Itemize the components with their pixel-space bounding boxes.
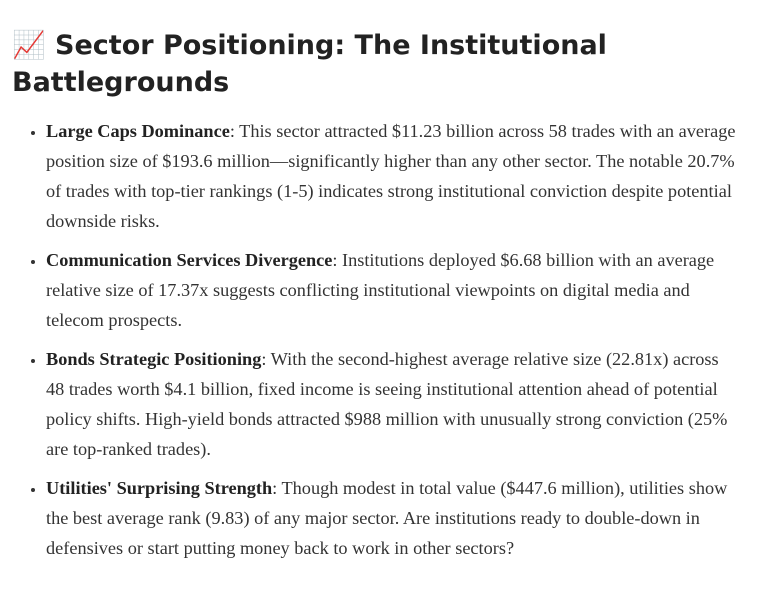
bullet-list: Large Caps Dominance: This sector attrac… — [0, 116, 736, 572]
item-label: Communication Services Divergence — [46, 250, 333, 270]
item-text: : This sector attracted $11.23 billion a… — [46, 121, 736, 231]
item-text: : With the second-highest average relati… — [46, 349, 728, 459]
item-text: : Institutions deployed $6.68 billion wi… — [46, 250, 715, 330]
item-label: Bonds Strategic Positioning — [46, 349, 262, 369]
bullet-item: Large Caps Dominance: This sector attrac… — [46, 116, 736, 236]
bullet-item: Bonds Strategic Positioning: With the se… — [46, 344, 736, 464]
section-heading: 📈 Sector Positioning: The Institutional … — [12, 30, 607, 98]
item-label: Large Caps Dominance — [46, 121, 230, 141]
bullet-item: Utilities' Surprising Strength: Though m… — [46, 473, 736, 563]
item-text: : Though modest in total value ($447.6 m… — [46, 478, 728, 558]
bullet-item: Communication Services Divergence: Insti… — [46, 245, 736, 335]
item-label: Utilities' Surprising Strength — [46, 478, 273, 498]
